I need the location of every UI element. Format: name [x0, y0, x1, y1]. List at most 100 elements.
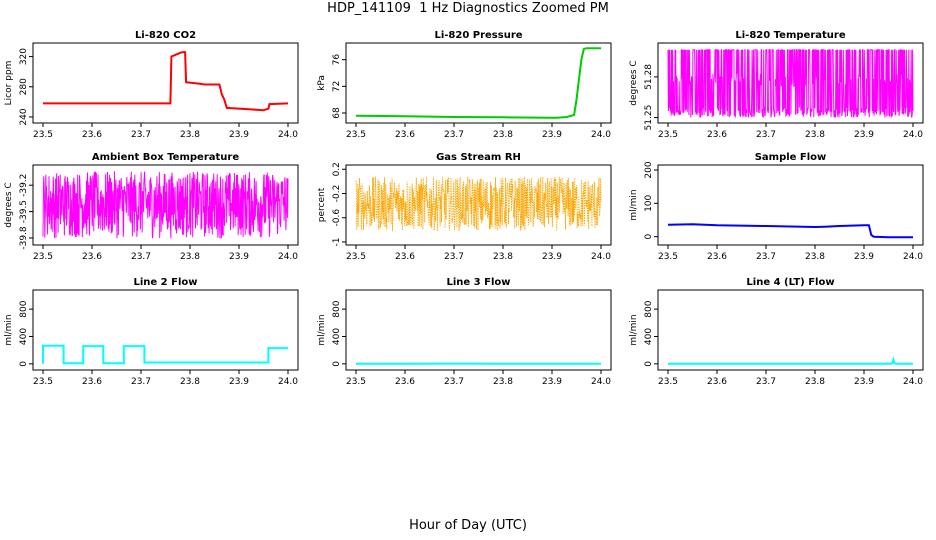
x-tick-label: 23.8 [180, 252, 200, 262]
x-tick-label: 24.0 [591, 130, 611, 140]
x-tick-label: 23.5 [346, 130, 366, 140]
x-tick-label: 23.8 [805, 252, 825, 262]
x-tick-label: 23.5 [33, 252, 53, 262]
y-tick-label: -0.2 [332, 185, 342, 203]
x-tick-label: 23.9 [542, 252, 562, 262]
x-tick-label: 23.6 [707, 377, 727, 387]
y-axis-label: kPa [317, 75, 327, 91]
x-tick-label: 23.6 [82, 130, 102, 140]
x-tick-label: 23.9 [854, 377, 874, 387]
chart-panel-8: Line 4 (LT) Flow 23.5 23.6 23.7 23.8 23.9 24.0… [629, 277, 924, 387]
y-tick-label: -0.6 [332, 209, 342, 227]
y-tick-label: 240 [19, 108, 29, 125]
chart-title: Line 2 Flow [134, 277, 198, 288]
chart-title: Line 4 (LT) Flow [746, 277, 834, 288]
plot-frame [345, 164, 612, 246]
chart-panel-7: Line 3 Flow 23.5 23.6 23.7 23.8 23.9 24.0 0 400 8… [317, 277, 612, 387]
x-tick-label: 23.6 [707, 130, 727, 140]
y-tick-label: 800 [644, 300, 654, 317]
y-axis-label: ml/min [629, 189, 639, 220]
series-line [667, 223, 913, 239]
x-tick-label: 23.6 [707, 252, 727, 262]
y-tick-label: 200 [644, 161, 654, 178]
x-tick-label: 23.5 [658, 130, 678, 140]
x-tick-label: 23.7 [756, 130, 776, 140]
chart-panel-3: Ambient Box Temperature 23.5 23.6 23.7 23.8 2… [4, 152, 299, 262]
series-line [355, 47, 601, 119]
x-tick-label: 23.5 [346, 377, 366, 387]
y-tick-label: 0 [644, 234, 654, 240]
x-tick-label: 23.5 [658, 252, 678, 262]
y-axis-label: percent [317, 187, 327, 222]
y-tick-label: 280 [19, 78, 29, 95]
y-tick-label: 0 [332, 361, 342, 367]
y-axis-label: degrees C [629, 60, 639, 105]
plot-frame [32, 42, 299, 124]
y-tick-label: -39.5 [19, 200, 29, 223]
x-tick-label: 23.6 [82, 252, 102, 262]
y-axis-label: ml/min [317, 314, 327, 345]
chart-title: Li-820 Pressure [434, 30, 522, 41]
x-tick-label: 23.8 [180, 377, 200, 387]
plot-frame [345, 42, 612, 124]
plot-frame [32, 289, 299, 371]
chart-title: Ambient Box Temperature [92, 152, 239, 163]
x-tick-label: 24.0 [278, 252, 298, 262]
y-tick-label: 0.2 [332, 162, 342, 176]
x-tick-label: 24.0 [278, 130, 298, 140]
figure-title: HDP_141109 1 Hz Diagnostics Zoomed PM [327, 1, 609, 16]
chart-panel-5: Sample Flow 23.5 23.6 23.7 23.8 23.9 24.0 0 100 2… [629, 152, 924, 262]
x-tick-label: 23.9 [542, 130, 562, 140]
plot-frame [657, 289, 924, 371]
y-tick-label: 68 [332, 107, 342, 119]
plot-frame [657, 42, 924, 124]
y-tick-label: -39.8 [19, 226, 29, 250]
x-tick-label: 23.6 [395, 252, 415, 262]
x-tick-label: 23.6 [395, 377, 415, 387]
y-tick-label: 0 [19, 361, 29, 367]
chart-panel-1: Li-820 Pressure 23.5 23.6 23.7 23.8 23.9 24.0 6… [317, 30, 612, 140]
series-line [43, 51, 289, 112]
series-line [42, 344, 288, 365]
x-tick-label: 23.7 [444, 377, 464, 387]
y-tick-label: 800 [19, 300, 29, 317]
x-tick-label: 23.6 [395, 130, 415, 140]
y-axis-label: degrees C [4, 182, 14, 227]
chart-panel-0: Li-820 CO2 23.5 23.6 23.7 23.8 23.9 24.0 240 280… [4, 30, 299, 140]
figure-xlabel: Hour of Day (UTC) [409, 518, 527, 533]
y-tick-label: 51.28 [644, 64, 654, 90]
x-tick-label: 23.8 [493, 377, 513, 387]
y-tick-label: 72 [332, 81, 342, 92]
y-axis-label: ml/min [629, 314, 639, 345]
y-tick-label: 800 [332, 300, 342, 317]
x-tick-label: 24.0 [591, 377, 611, 387]
y-tick-label: 320 [19, 48, 29, 65]
x-tick-label: 23.9 [542, 377, 562, 387]
plot-frame [657, 164, 924, 246]
x-tick-label: 23.9 [229, 130, 249, 140]
x-tick-label: 23.9 [229, 252, 249, 262]
chart-panel-4: Gas Stream RH 23.5 23.6 23.7 23.8 23.9 24.0 -1 -… [317, 152, 612, 262]
plot-frame [32, 164, 299, 246]
x-tick-label: 24.0 [903, 130, 923, 140]
chart-title: Li-820 CO2 [135, 30, 196, 41]
x-tick-label: 23.7 [444, 130, 464, 140]
x-tick-label: 23.5 [33, 130, 53, 140]
y-tick-label: 76 [332, 54, 342, 66]
x-tick-label: 23.7 [131, 252, 151, 262]
chart-title: Li-820 Temperature [735, 30, 845, 41]
y-tick-label: 400 [332, 328, 342, 345]
chart-panel-6: Line 2 Flow 23.5 23.6 23.7 23.8 23.9 24.0 0 400 8… [4, 277, 299, 387]
x-tick-label: 23.8 [493, 130, 513, 140]
y-tick-label: -39.2 [19, 174, 29, 197]
y-axis-label: ml/min [4, 314, 14, 345]
chart-title: Sample Flow [755, 152, 827, 163]
y-axis-label: Licor ppm [4, 61, 14, 106]
series-line [667, 49, 914, 118]
x-tick-label: 23.8 [493, 252, 513, 262]
y-tick-label: 400 [19, 328, 29, 345]
plot-frame [345, 289, 612, 371]
x-tick-label: 24.0 [903, 252, 923, 262]
y-tick-label: -1 [332, 237, 342, 246]
x-tick-label: 23.8 [180, 130, 200, 140]
